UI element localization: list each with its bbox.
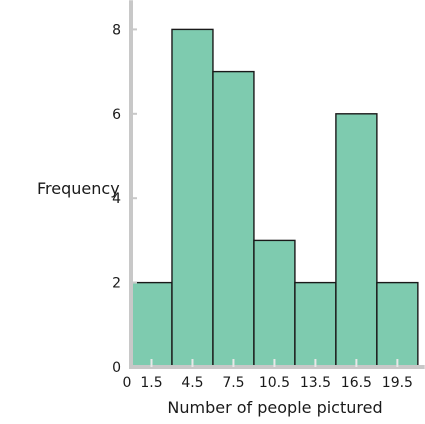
y-tick-label-2: 2 (112, 276, 121, 292)
x-tick-label-16.5: 16.5 (341, 375, 372, 391)
histogram-bar-7.5 (212, 70, 255, 368)
histogram-bar-10.5 (253, 239, 296, 368)
x-tick-label-10.5: 10.5 (259, 375, 290, 391)
y-tick-label-4: 4 (112, 191, 121, 207)
x-tick-label-13.5: 13.5 (300, 375, 331, 391)
histogram-bar-13.5 (294, 281, 337, 368)
y-tick-label-6: 6 (112, 107, 121, 123)
ticks-layer: 0 2 4 6 8 0 1.5 4.5 7.5 10.5 13.5 16.5 19.5 (112, 22, 413, 391)
histogram-bar-1.5 (130, 281, 173, 368)
bars-layer (130, 28, 419, 368)
x-tick-label-7.5: 7.5 (222, 375, 244, 391)
y-tick-label-8: 8 (112, 22, 121, 38)
x-tick-label-1.5: 1.5 (140, 375, 162, 391)
histogram-bar-16.5 (335, 113, 378, 368)
y-axis-title: Frequency (37, 179, 120, 198)
axes-layer (129, 0, 425, 369)
histogram-bar-4.5 (171, 28, 214, 368)
x-tick-label-19.5: 19.5 (382, 375, 413, 391)
histogram-bar-19.5 (376, 281, 419, 368)
x-tick-label-4.5: 4.5 (181, 375, 203, 391)
y-tick-label-0: 0 (112, 360, 121, 376)
x-axis-title: Number of people pictured (167, 398, 382, 417)
x-tick-label-0: 0 (123, 375, 132, 391)
